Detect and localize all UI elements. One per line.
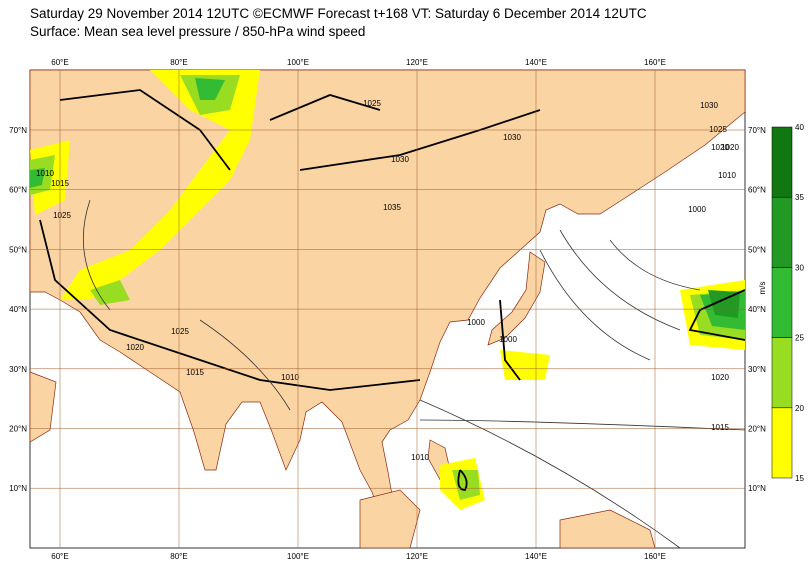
- wind-20: [90, 75, 240, 305]
- colorbar-box: [771, 407, 793, 479]
- isobar: [457, 469, 468, 491]
- arabia: [29, 371, 57, 443]
- isobar-label: 1010: [36, 169, 54, 178]
- wind-15: [60, 70, 260, 300]
- lat-label: 50°N: [9, 245, 27, 254]
- newguinea: [559, 509, 656, 549]
- lat-label: 60°N: [9, 186, 27, 195]
- borneo: [359, 489, 421, 549]
- colorbar-box: [771, 126, 793, 198]
- isobar-label: 1035: [383, 203, 401, 212]
- lat-label: 10°N: [9, 484, 27, 493]
- isobar: [299, 109, 541, 171]
- lat-label: 40°N: [9, 305, 27, 314]
- isobar-label: 1030: [503, 133, 521, 142]
- isobar-label: 1010: [281, 373, 299, 382]
- isobar-label: 1020: [711, 143, 729, 152]
- isobar-label: 1020: [711, 373, 729, 382]
- wind-25: [195, 78, 225, 100]
- colorbar-label: 25: [795, 334, 804, 343]
- lat-label: 20°N: [9, 425, 27, 434]
- colorbar-box: [771, 196, 793, 268]
- lon-label: 140°E: [525, 552, 547, 561]
- lon-label: 80°E: [170, 552, 187, 561]
- isobar: [59, 89, 231, 171]
- colorbar-unit: m/s: [758, 282, 767, 295]
- isobar-label: 1015: [186, 368, 204, 377]
- lon-label: 160°E: [644, 58, 666, 67]
- isobar-label: 1020: [721, 143, 739, 152]
- lon-label: 140°E: [525, 58, 547, 67]
- lat-label: 70°N: [748, 126, 766, 135]
- lat-label: 50°N: [748, 245, 766, 254]
- isobar: [688, 289, 746, 341]
- isobar-label: 1020: [126, 343, 144, 352]
- colorbar-label: 15: [795, 474, 804, 483]
- lat-label: 40°N: [748, 305, 766, 314]
- lat-label: 10°N: [748, 484, 766, 493]
- isobar-label: 1030: [700, 101, 718, 110]
- isobar-label: 1015: [51, 179, 69, 188]
- lon-label: 80°E: [170, 58, 187, 67]
- colorbar: m/s 15 20 25 30 35 40: [758, 123, 804, 483]
- isobar-label: 1025: [171, 327, 189, 336]
- lat-label: 20°N: [748, 425, 766, 434]
- lon-label: 60°E: [51, 552, 68, 561]
- colorbar-label: 20: [795, 404, 804, 413]
- lat-label: 70°N: [9, 126, 27, 135]
- colorbar-label: 35: [795, 193, 804, 202]
- lon-label: 100°E: [287, 552, 309, 561]
- axes: 60°E 60°E 80°E 80°E 100°E 100°E 120°E 120°E 140°…: [9, 58, 766, 561]
- colorbar-label: 30: [795, 263, 804, 272]
- isobar-label: 1010: [411, 453, 429, 462]
- lat-label: 60°N: [748, 186, 766, 195]
- isobar: [39, 219, 421, 391]
- colorbar-box: [771, 337, 793, 409]
- lat-label: 30°N: [748, 365, 766, 374]
- isobar-label: 1030: [391, 155, 409, 164]
- wind-30b: [708, 290, 740, 318]
- isobar: [499, 299, 521, 381]
- isobar-label: 1025: [709, 125, 727, 134]
- isobar-labels: 1025103010301035102510201015101010251000…: [36, 99, 739, 462]
- lat-label: 30°N: [9, 365, 27, 374]
- lon-label: 160°E: [644, 552, 666, 561]
- isobar-label: 1000: [467, 318, 485, 327]
- isobar-label: 1025: [363, 99, 381, 108]
- isobar-label: 1025: [53, 211, 71, 220]
- colorbar-box: [771, 267, 793, 338]
- colorbar-label: 40: [795, 123, 804, 132]
- isobar-thin: [82, 199, 746, 549]
- lon-label: 100°E: [287, 58, 309, 67]
- isobar-label: 1015: [711, 423, 729, 432]
- isobar-label: 1000: [499, 335, 517, 344]
- subtitle: Surface: Mean sea level pressure / 850-h…: [30, 24, 365, 39]
- isobar-label: 1010: [718, 171, 736, 180]
- lon-label: 60°E: [51, 58, 68, 67]
- lon-label: 120°E: [406, 552, 428, 561]
- title: Saturday 29 November 2014 12UTC ©ECMWF F…: [30, 6, 647, 21]
- isobar-label: 1000: [688, 205, 706, 214]
- lon-label: 120°E: [406, 58, 428, 67]
- isobar: [269, 94, 381, 121]
